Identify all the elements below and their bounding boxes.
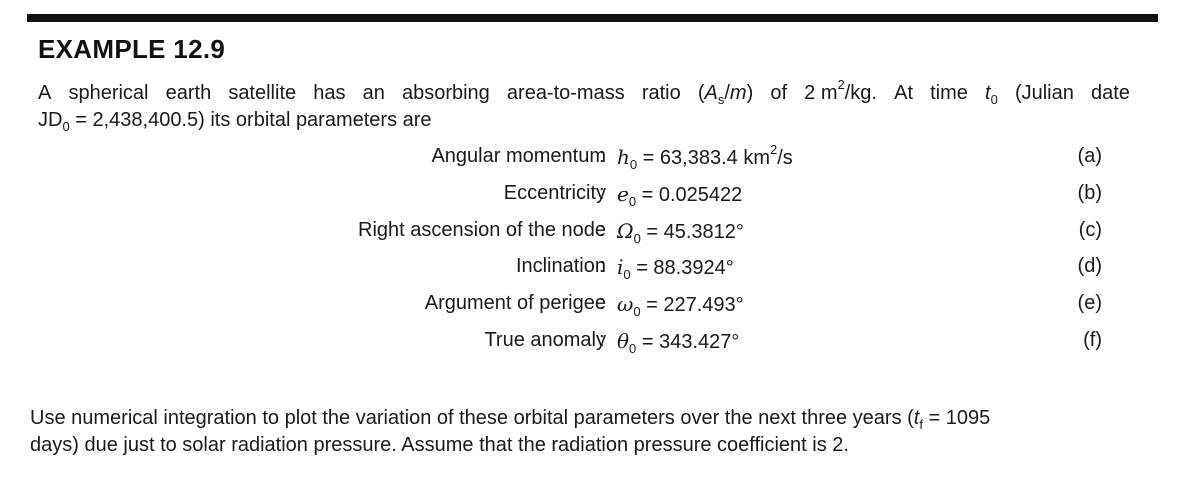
intro-line-2: JD0 = 2,438,400.5) its orbital parameter… bbox=[38, 109, 432, 134]
equation-expression: h0 = 63,383.4 km2/s bbox=[617, 142, 793, 172]
equation-label: True anomaly bbox=[484, 329, 606, 351]
equation-row-c: Right ascension of the node : Ω0 = 45.38… bbox=[358, 219, 1102, 246]
equation-expression: ω0 = 227.493° bbox=[617, 292, 744, 319]
equation-label: Right ascension of the node bbox=[358, 219, 606, 241]
intro-paragraph: A spherical earth satellite has an absor… bbox=[38, 77, 1130, 134]
equation-tag: (d) bbox=[1077, 255, 1102, 277]
example-heading: EXAMPLE 12.9 bbox=[38, 34, 226, 64]
equation-expression: θ0 = 343.427° bbox=[617, 329, 740, 356]
closing-line-1: Use numerical integration to plot the va… bbox=[30, 407, 991, 432]
equation-tag: (f) bbox=[1083, 329, 1102, 351]
equation-row-a: Angular momentum : h0 = 63,383.4 km2/s (… bbox=[431, 142, 1102, 172]
equation-label: Angular momentum bbox=[431, 145, 606, 167]
equation-tag: (b) bbox=[1077, 182, 1102, 204]
equation-tag: (c) bbox=[1078, 219, 1102, 241]
ratio-value: 2 m2/kg. bbox=[804, 77, 877, 104]
equation-expression: i0 = 88.3924° bbox=[617, 255, 734, 282]
closing-line-2: days) due just to solar radiation pressu… bbox=[30, 434, 849, 456]
equation-tag: (a) bbox=[1077, 145, 1102, 167]
equation-expression: Ω0 = 45.3812° bbox=[617, 219, 744, 246]
intro-line-1: A spherical earth satellite has an absor… bbox=[38, 77, 1130, 107]
equation-label: Argument of perigee bbox=[424, 292, 606, 314]
top-rule bbox=[27, 14, 1158, 22]
equation-row-f: True anomaly : θ0 = 343.427° (f) bbox=[484, 329, 1102, 356]
equation-label: Inclination bbox=[515, 255, 606, 277]
area-mass-symbol: (As/m) bbox=[697, 82, 754, 107]
equation-label: Eccentricity bbox=[503, 182, 606, 204]
equation-row-b: Eccentricity : e0 = 0.025422 (b) bbox=[503, 182, 1102, 209]
equation-row-e: Argument of perigee : ω0 = 227.493° (e) bbox=[424, 292, 1102, 319]
equation-expression: e0 = 0.025422 bbox=[617, 182, 743, 209]
equation-row-d: Inclination : i0 = 88.3924° (d) bbox=[515, 255, 1102, 282]
time-symbol: t0 bbox=[985, 82, 998, 107]
equation-tag: (e) bbox=[1077, 292, 1102, 314]
closing-paragraph: Use numerical integration to plot the va… bbox=[30, 405, 1170, 459]
